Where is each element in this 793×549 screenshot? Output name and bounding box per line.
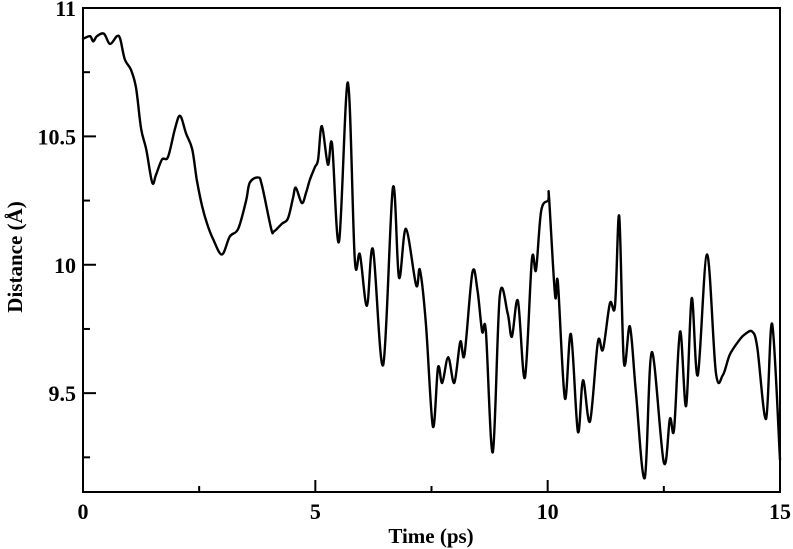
y-tick-label: 10 xyxy=(54,253,76,278)
x-axis-title: Time (ps) xyxy=(388,524,473,548)
y-tick-label: 10.5 xyxy=(38,124,77,149)
x-axis-ticks xyxy=(82,480,781,492)
y-axis-ticks xyxy=(83,7,96,459)
x-tick-label: 10 xyxy=(537,499,559,524)
x-tick-label: 15 xyxy=(769,499,791,524)
y-axis-tick-labels: 9.5 10 10.5 11 xyxy=(38,0,77,406)
distance-series-line xyxy=(81,32,782,480)
x-tick-label: 0 xyxy=(78,499,89,524)
y-tick-label: 11 xyxy=(55,0,76,21)
x-tick-label: 5 xyxy=(310,499,321,524)
y-axis-title: Distance (Å) xyxy=(3,201,27,312)
x-axis-tick-labels: 0 5 10 15 xyxy=(78,499,792,524)
y-tick-label: 9.5 xyxy=(49,381,77,406)
